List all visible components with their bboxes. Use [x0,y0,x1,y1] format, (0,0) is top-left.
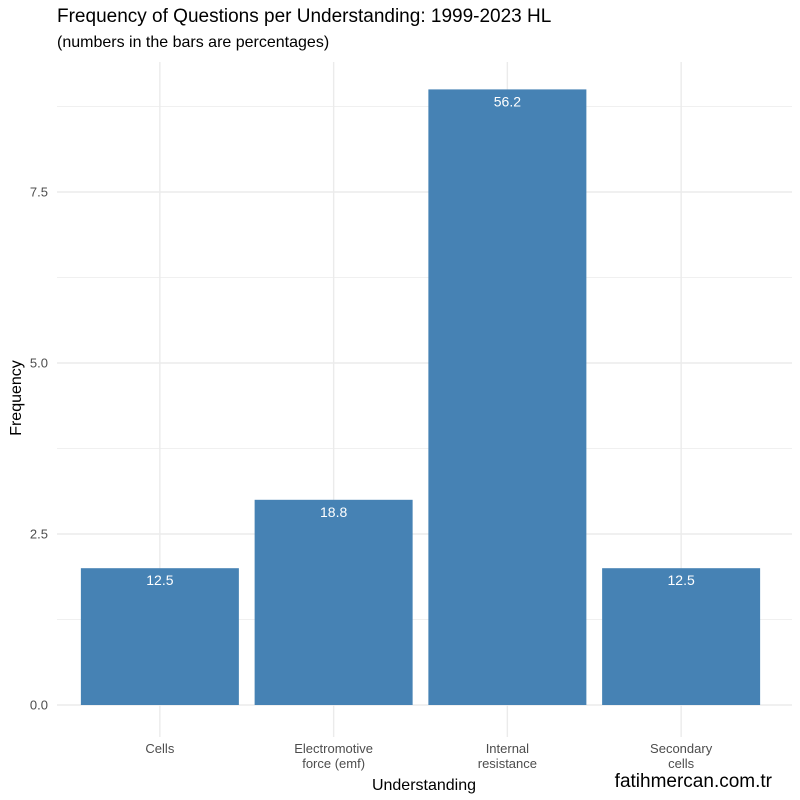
y-tick-label: 5.0 [30,356,48,371]
bar-value-label: 12.5 [146,572,173,588]
bar-value-labels: 12.5 18.8 56.2 12.5 [146,93,695,588]
y-tick-label: 0.0 [30,698,48,713]
y-tick-label: 7.5 [30,185,48,200]
y-tick-label: 2.5 [30,527,48,542]
x-tick-label: Secondary [650,741,713,756]
bar-value-label: 18.8 [320,504,347,520]
bars [80,89,761,705]
x-tick-label: Electromotive [294,741,373,756]
x-tick-label: Internal [486,741,529,756]
x-axis-title: Understanding [372,777,476,794]
y-axis-ticks: 0.0 2.5 5.0 7.5 [30,185,48,713]
chart-subtitle: (numbers in the bars are percentages) [57,34,330,51]
bar [602,568,761,705]
bar [254,499,413,705]
bar-value-label: 56.2 [494,93,521,109]
x-tick-label: Cells [145,741,174,756]
bar [428,89,587,705]
chart-title: Frequency of Questions per Understanding… [57,6,552,27]
y-axis-title: Frequency [8,360,25,436]
x-tick-label: resistance [478,756,537,771]
x-tick-label: cells [668,756,695,771]
watermark-text: fatihmercan.com.tr [614,771,772,792]
bar-value-label: 12.5 [668,572,695,588]
bar [80,568,239,705]
x-tick-label: force (emf) [302,756,365,771]
